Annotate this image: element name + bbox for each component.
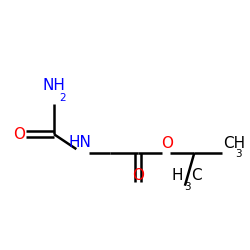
Text: C: C xyxy=(191,168,202,184)
Text: CH: CH xyxy=(224,136,246,151)
Text: NH: NH xyxy=(43,78,66,94)
Text: H: H xyxy=(171,168,182,184)
Text: 3: 3 xyxy=(184,182,191,192)
Text: O: O xyxy=(13,127,25,142)
Text: O: O xyxy=(162,136,173,151)
Text: O: O xyxy=(132,168,144,184)
Text: 3: 3 xyxy=(235,149,242,159)
Text: 2: 2 xyxy=(60,93,66,103)
Text: HN: HN xyxy=(68,134,91,150)
